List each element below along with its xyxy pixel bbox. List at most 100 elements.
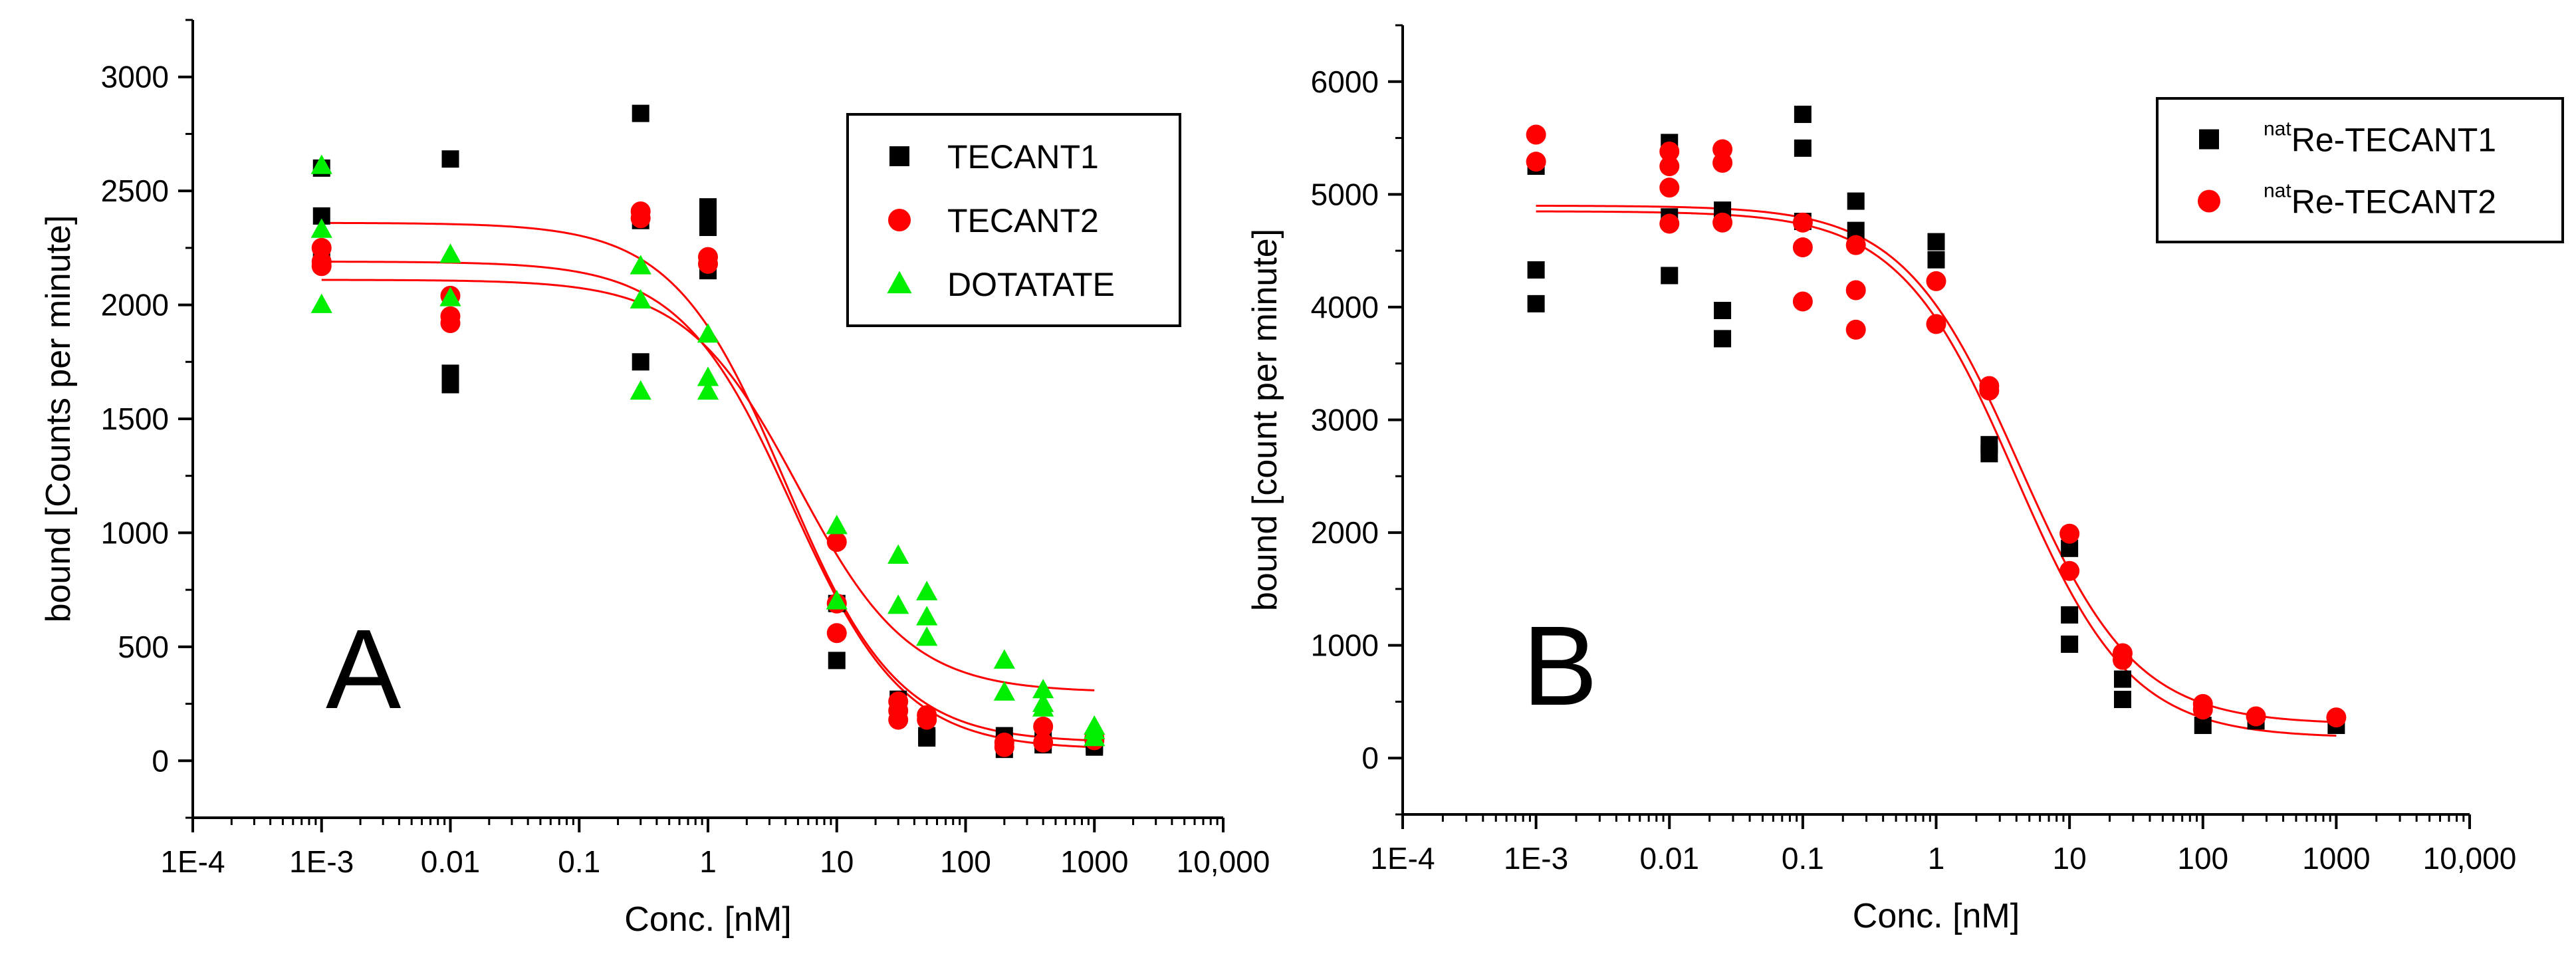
data-point xyxy=(630,380,651,400)
x-tick-label: 10 xyxy=(2053,841,2087,876)
legend-marker xyxy=(888,209,911,231)
data-point xyxy=(697,380,719,400)
legend-label: TECANT2 xyxy=(947,202,1099,239)
x-tick-label: 0.01 xyxy=(1639,841,1699,876)
data-point xyxy=(2194,717,2212,735)
data-point xyxy=(1712,212,1733,233)
data-point xyxy=(826,515,848,535)
data-point xyxy=(630,289,651,308)
data-point xyxy=(826,532,847,552)
legend-label-name: DOTATATE xyxy=(947,266,1115,303)
y-tick-label: 1500 xyxy=(101,402,169,436)
x-tick-label: 0.1 xyxy=(1782,841,1824,876)
panel-letter: A xyxy=(326,606,402,733)
x-axis-title: Conc. [nM] xyxy=(1853,897,2020,935)
data-point xyxy=(1845,235,1866,255)
data-point xyxy=(916,626,938,646)
series-re-tecant2 xyxy=(1526,124,2347,728)
data-point xyxy=(1033,732,1054,753)
data-point xyxy=(1659,141,1680,162)
data-point xyxy=(2112,650,2133,670)
data-point xyxy=(310,218,332,238)
data-point xyxy=(2061,606,2079,624)
x-tick-label: 1000 xyxy=(1060,844,1128,879)
y-tick-label: 0 xyxy=(152,743,169,778)
data-point xyxy=(311,256,332,277)
legend-label-superscript: nat xyxy=(2264,118,2291,140)
legend-marker xyxy=(2199,129,2219,150)
data-point xyxy=(888,709,909,730)
legend-label: TECANT1 xyxy=(947,138,1099,176)
data-point xyxy=(1033,716,1054,737)
data-point xyxy=(1927,233,1945,251)
x-tick-label: 10 xyxy=(820,844,854,879)
y-tick-label: 3000 xyxy=(101,60,169,94)
y-tick-label: 2500 xyxy=(101,174,169,208)
data-point xyxy=(2061,635,2079,653)
x-tick-label: 0.01 xyxy=(421,844,481,879)
legend-label: natRe-TECANT1 xyxy=(2264,118,2496,159)
x-tick-label: 1000 xyxy=(2302,841,2370,876)
x-tick-label: 100 xyxy=(2177,841,2228,876)
data-point xyxy=(828,652,846,669)
data-point xyxy=(439,287,461,306)
data-point xyxy=(440,313,461,333)
data-point xyxy=(1659,178,1680,198)
y-tick-label: 1000 xyxy=(101,515,169,550)
data-point xyxy=(311,237,332,258)
data-point xyxy=(1527,295,1545,312)
data-point xyxy=(697,366,719,386)
legend-label-name: Re-TECANT2 xyxy=(2291,183,2496,221)
x-tick-label: 1E-4 xyxy=(1370,841,1435,876)
data-point xyxy=(1714,330,1732,348)
x-tick-label: 1E-3 xyxy=(1504,841,1568,876)
legend-box xyxy=(2156,97,2564,243)
data-point xyxy=(697,323,719,343)
data-point xyxy=(1526,124,1546,145)
data-point xyxy=(1926,314,1946,334)
data-point xyxy=(1794,139,1812,157)
data-point xyxy=(1084,727,1106,747)
data-point xyxy=(1659,156,1680,176)
data-point xyxy=(630,208,651,229)
x-tick-label: 100 xyxy=(940,844,991,879)
data-point xyxy=(1527,261,1545,279)
data-point xyxy=(916,606,938,626)
data-point xyxy=(994,737,1014,757)
legend-label-name: TECANT2 xyxy=(947,202,1099,239)
fit-curve-dotatate xyxy=(321,279,1095,691)
y-axis-title: bound [Counts per minute] xyxy=(39,215,78,623)
data-point xyxy=(2326,707,2347,728)
legend-label: DOTATATE xyxy=(947,266,1115,303)
legend-label: natRe-TECANT2 xyxy=(2264,180,2496,221)
data-point xyxy=(699,219,717,236)
data-point xyxy=(916,580,938,600)
data-point xyxy=(2059,523,2080,544)
data-point xyxy=(1792,237,1813,258)
data-point xyxy=(1712,152,1733,173)
data-point xyxy=(1661,267,1679,285)
data-point xyxy=(1926,271,1946,291)
series-dotatate xyxy=(310,154,1106,747)
data-point xyxy=(1032,679,1054,699)
data-point xyxy=(441,376,459,394)
data-point xyxy=(1714,302,1732,320)
data-point xyxy=(2246,706,2266,727)
y-tick-label: 2000 xyxy=(1311,515,1379,550)
panel-a: 1E-4 1E-3 0.01 0.1 1 10 100 1000 10,000 0 500 1000 1… xyxy=(39,19,1270,939)
x-tick-label: 0.1 xyxy=(558,844,600,879)
data-point xyxy=(2113,670,2131,688)
data-point xyxy=(887,594,909,614)
x-tick-label: 10,000 xyxy=(1177,844,1270,879)
data-point xyxy=(439,243,461,263)
legend-marker xyxy=(2198,189,2220,213)
y-tick-label: 2000 xyxy=(101,288,169,322)
data-point xyxy=(1032,697,1054,717)
data-point xyxy=(1792,291,1813,312)
data-point xyxy=(632,353,649,371)
data-point xyxy=(310,154,332,174)
data-point xyxy=(826,590,848,610)
x-axis-title: Conc. [nM] xyxy=(624,900,791,939)
y-tick-label: 0 xyxy=(1361,741,1379,775)
